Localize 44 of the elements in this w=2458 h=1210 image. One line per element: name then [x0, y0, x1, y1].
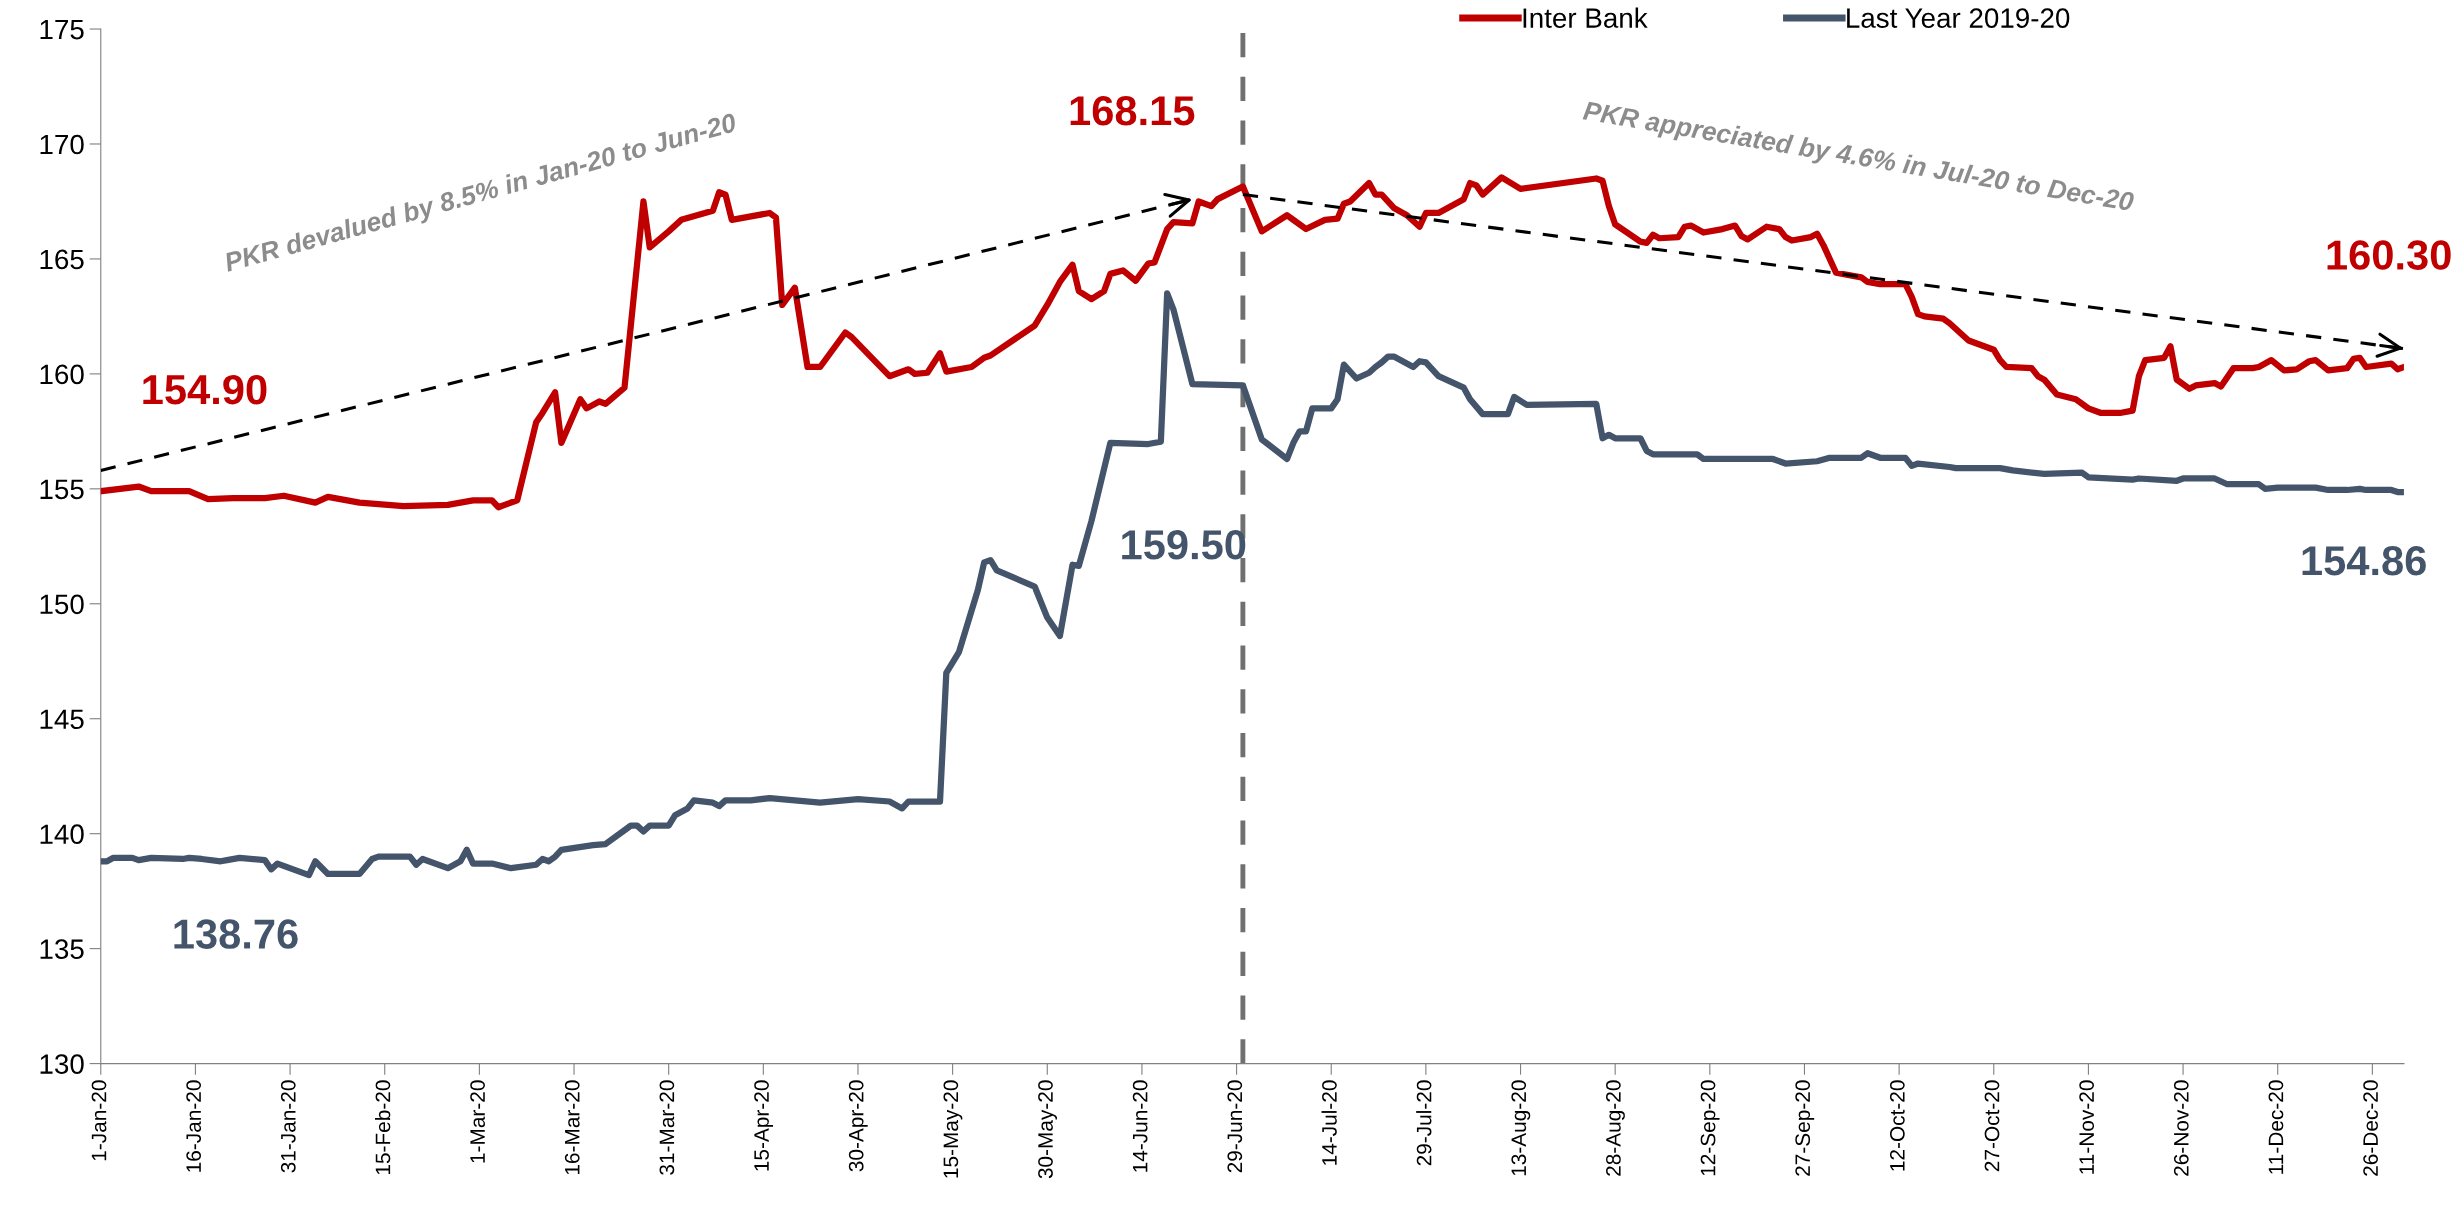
y-tick-label: 165 [40, 249, 84, 270]
y-tick-label: 150 [40, 594, 84, 615]
x-tick-label: 16-Jan-20 [186, 1080, 202, 1172]
x-tick-label: 11-Nov-20 [2079, 1080, 2095, 1174]
x-tick-label: 14-Jun-20 [1132, 1080, 1148, 1172]
y-tick-label: 145 [40, 709, 84, 730]
x-tick-label: 14-Jul-20 [1321, 1080, 1337, 1165]
x-tick-label: 29-Jun-20 [1227, 1080, 1243, 1173]
y-tick-label: 140 [40, 824, 84, 845]
legend-label: Last Year 2019-20 [1847, 8, 2070, 28]
legend-label: Inter Bank [1523, 7, 1648, 28]
annotation: PKR appreciated by 4.6% in Jul-20 to Dec-20 [1581, 100, 2135, 217]
annotation: 138.76 [174, 919, 298, 949]
x-tick-label: 29-Jul-20 [1416, 1080, 1432, 1166]
y-tick-label: 155 [40, 479, 84, 500]
x-tick-label: 12-Oct-20 [1889, 1080, 1905, 1171]
y-tick-label: 130 [40, 1054, 84, 1074]
annotation: 154.86 [2302, 545, 2426, 576]
y-tick-label: 160 [40, 364, 84, 385]
x-tick-label: 27-Sep-20 [1795, 1080, 1815, 1176]
annotation: 159.50 [1122, 530, 1246, 560]
x-tick-label: 11-Dec-20 [2268, 1080, 2284, 1174]
x-tick-label: 26-Nov-20 [2173, 1080, 2189, 1176]
x-tick-label: 31-Jan-20 [280, 1080, 296, 1173]
x-tick-label: 1-Mar-20 [470, 1080, 485, 1163]
x-tick-label: 1-Jan-20 [91, 1080, 107, 1161]
annotation: 168.15 [1070, 95, 1195, 126]
x-tick-label: 16-Mar-20 [564, 1080, 580, 1175]
x-tick-label: 28-Aug-20 [1606, 1080, 1625, 1176]
y-tick-label: 175 [40, 19, 84, 40]
x-tick-label: 15-Feb-20 [375, 1080, 391, 1175]
x-tick-label: 26-Dec-20 [2363, 1080, 2378, 1176]
x-tick-label: 27-Oct-20 [1984, 1080, 2000, 1172]
x-tick-label: 30-May-20 [1038, 1080, 1057, 1179]
x-tick-label: 30-Apr-20 [848, 1080, 868, 1172]
x-tick-label: 15-May-20 [943, 1080, 963, 1178]
x-tick-label: 12-Sep-20 [1700, 1080, 1720, 1176]
y-tick-label: 135 [40, 939, 84, 959]
x-tick-label: 31-Mar-20 [659, 1080, 675, 1175]
x-tick-label: 13-Aug-20 [1511, 1080, 1531, 1176]
x-tick-label: 15-Apr-20 [754, 1080, 774, 1171]
annotation: 154.90 [143, 374, 267, 405]
annotation: 160.30 [2327, 240, 2451, 270]
y-tick-label: 170 [40, 134, 84, 155]
